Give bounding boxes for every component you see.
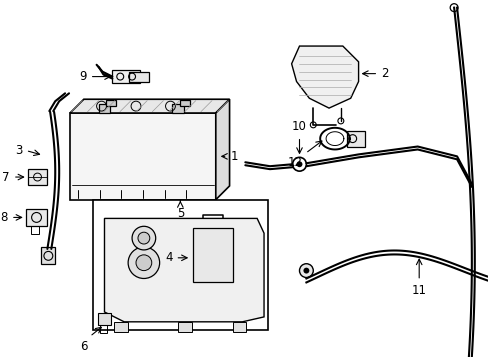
Text: 8: 8 [0, 211, 8, 224]
Bar [193, 228, 232, 283]
Text: 4: 4 [164, 251, 172, 264]
Text: 7: 7 [2, 171, 10, 184]
Bar [98, 313, 111, 325]
Circle shape [296, 161, 302, 167]
Text: 12: 12 [287, 156, 302, 169]
Bar [93, 200, 267, 330]
Bar [100, 325, 107, 333]
Bar [112, 70, 140, 84]
Bar [180, 100, 190, 106]
Bar [232, 322, 246, 332]
Bar [172, 104, 184, 113]
Bar [28, 169, 47, 185]
Text: 10: 10 [291, 120, 306, 133]
Polygon shape [70, 99, 229, 113]
Bar [26, 208, 47, 226]
Polygon shape [215, 99, 229, 200]
Circle shape [132, 226, 155, 250]
Bar [99, 104, 110, 113]
Circle shape [138, 232, 149, 244]
Bar [178, 322, 192, 332]
Polygon shape [104, 219, 264, 322]
Circle shape [303, 267, 309, 274]
Text: 9: 9 [79, 70, 86, 83]
Bar [41, 247, 55, 264]
Bar [114, 322, 128, 332]
Bar [70, 113, 215, 200]
Text: 1: 1 [230, 150, 238, 163]
Text: 5: 5 [176, 207, 183, 220]
Bar [31, 226, 39, 234]
Text: 2: 2 [381, 67, 388, 80]
Bar [346, 131, 364, 147]
Text: 11: 11 [411, 284, 426, 297]
Circle shape [128, 247, 159, 279]
Circle shape [136, 255, 151, 271]
Text: 3: 3 [15, 144, 23, 157]
Bar [129, 72, 148, 81]
Polygon shape [291, 46, 358, 108]
Circle shape [299, 264, 313, 278]
Text: 6: 6 [80, 339, 87, 352]
Bar [106, 100, 116, 106]
